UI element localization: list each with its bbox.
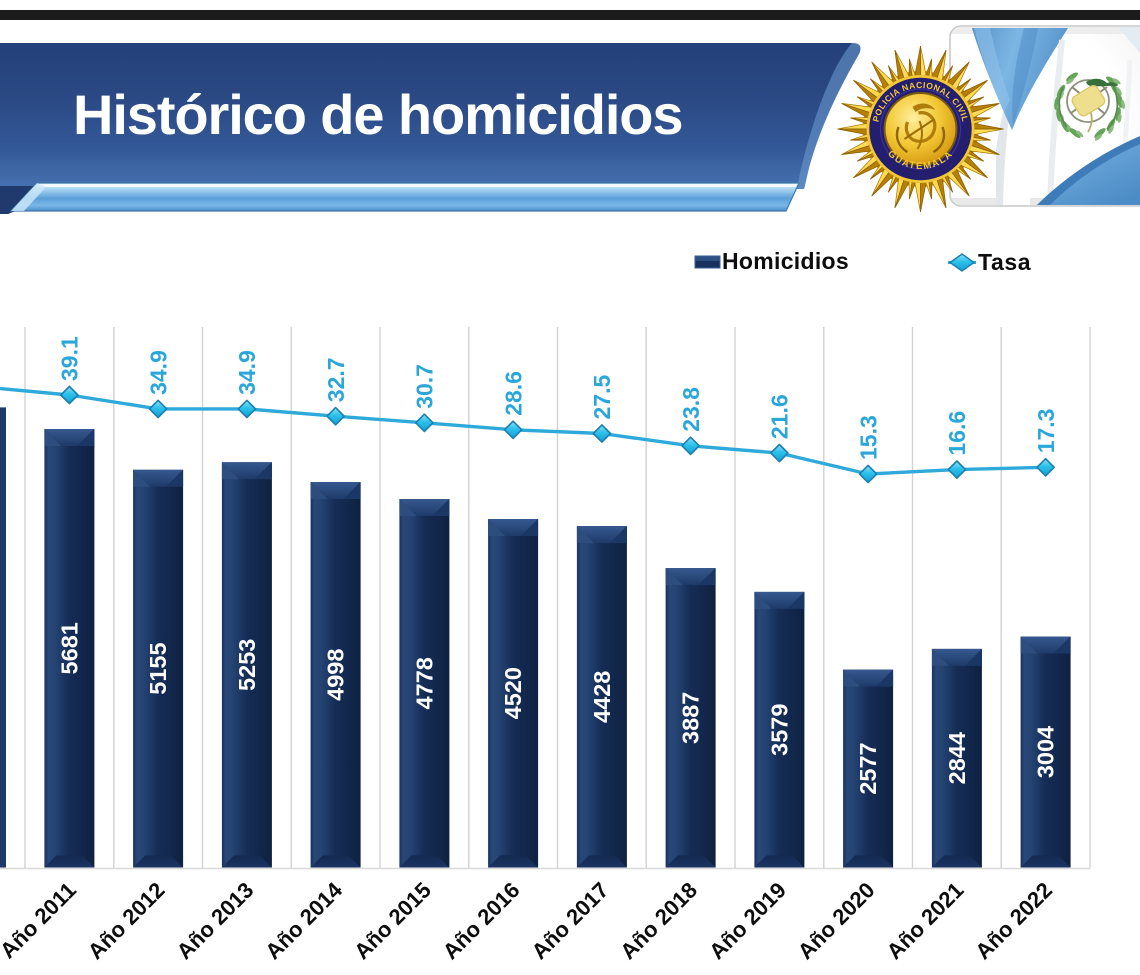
svg-text:Año 2016: Año 2016 xyxy=(438,877,525,964)
svg-text:Tasa: Tasa xyxy=(978,249,1031,275)
svg-text:16.6: 16.6 xyxy=(944,411,970,456)
svg-text:4778: 4778 xyxy=(411,657,437,709)
svg-text:Año 2011: Año 2011 xyxy=(0,877,81,963)
svg-text:Año 2012: Año 2012 xyxy=(83,877,170,964)
svg-text:Histórico de homicidios: Histórico de homicidios xyxy=(73,83,682,146)
svg-text:Homicidios: Homicidios xyxy=(722,248,849,274)
svg-text:21.6: 21.6 xyxy=(767,394,793,439)
svg-text:5681: 5681 xyxy=(56,622,82,674)
svg-text:Año 2018: Año 2018 xyxy=(615,877,702,964)
svg-text:Año 2015: Año 2015 xyxy=(349,877,436,964)
svg-text:3004: 3004 xyxy=(1033,726,1059,778)
svg-text:4520: 4520 xyxy=(500,667,526,719)
svg-text:15.3: 15.3 xyxy=(855,415,881,460)
svg-text:5155: 5155 xyxy=(145,642,171,694)
svg-text:4428: 4428 xyxy=(589,671,615,723)
svg-text:34.9: 34.9 xyxy=(234,350,260,395)
svg-text:3887: 3887 xyxy=(678,692,704,744)
svg-text:Año 2019: Año 2019 xyxy=(704,877,791,964)
svg-text:Año 2017: Año 2017 xyxy=(527,877,614,964)
svg-text:23.8: 23.8 xyxy=(678,387,704,432)
svg-text:32.7: 32.7 xyxy=(323,357,349,402)
svg-text:2844: 2844 xyxy=(944,732,970,784)
svg-text:39.1: 39.1 xyxy=(57,336,83,381)
svg-text:5253: 5253 xyxy=(234,639,260,691)
svg-text:34.9: 34.9 xyxy=(145,350,171,395)
svg-text:2577: 2577 xyxy=(855,742,881,794)
svg-text:30.7: 30.7 xyxy=(412,364,438,409)
svg-text:28.6: 28.6 xyxy=(500,371,526,416)
svg-text:Año 2020: Año 2020 xyxy=(793,877,880,964)
svg-text:Año 2013: Año 2013 xyxy=(172,877,259,964)
svg-text:Año 2014: Año 2014 xyxy=(260,877,347,964)
svg-text:17.3: 17.3 xyxy=(1033,409,1059,454)
svg-text:27.5: 27.5 xyxy=(589,375,615,420)
svg-text:Año 2022: Año 2022 xyxy=(970,877,1057,964)
svg-text:3579: 3579 xyxy=(766,704,792,756)
svg-text:4998: 4998 xyxy=(323,649,349,701)
svg-text:Año 2021: Año 2021 xyxy=(882,877,969,964)
